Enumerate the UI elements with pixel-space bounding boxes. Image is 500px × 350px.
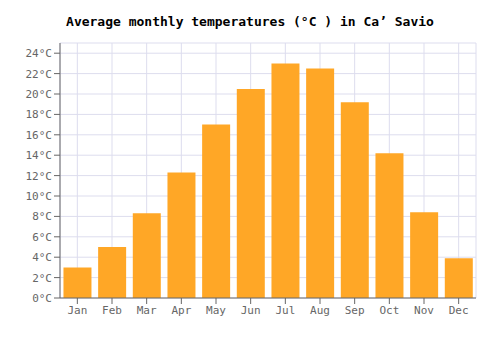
svg-text:Sep: Sep — [345, 304, 365, 317]
svg-text:Jul: Jul — [275, 304, 295, 317]
svg-text:12°C: 12°C — [26, 170, 53, 183]
svg-text:Mar: Mar — [137, 304, 157, 317]
svg-text:18°C: 18°C — [26, 108, 53, 121]
svg-text:0°C: 0°C — [32, 292, 52, 305]
svg-text:6°C: 6°C — [32, 231, 52, 244]
svg-text:24°C: 24°C — [26, 47, 53, 60]
svg-text:10°C: 10°C — [26, 190, 53, 203]
svg-text:14°C: 14°C — [26, 149, 53, 162]
svg-text:16°C: 16°C — [26, 129, 53, 142]
svg-text:8°C: 8°C — [32, 210, 52, 223]
svg-text:20°C: 20°C — [26, 88, 53, 101]
svg-text:Nov: Nov — [414, 304, 434, 317]
svg-text:2°C: 2°C — [32, 272, 52, 285]
svg-text:Aug: Aug — [310, 304, 330, 317]
svg-text:May: May — [206, 304, 226, 317]
svg-text:22°C: 22°C — [26, 68, 53, 81]
svg-text:Oct: Oct — [379, 304, 399, 317]
svg-text:Dec: Dec — [449, 304, 469, 317]
svg-text:4°C: 4°C — [32, 251, 52, 264]
svg-text:Jan: Jan — [67, 304, 87, 317]
svg-text:Apr: Apr — [171, 304, 191, 317]
svg-text:Feb: Feb — [102, 304, 122, 317]
html-text:Average monthly temperatures (: Average monthly temperatures (°C ) in Ca… — [66, 14, 434, 29]
svg-text:Jun: Jun — [241, 304, 261, 317]
